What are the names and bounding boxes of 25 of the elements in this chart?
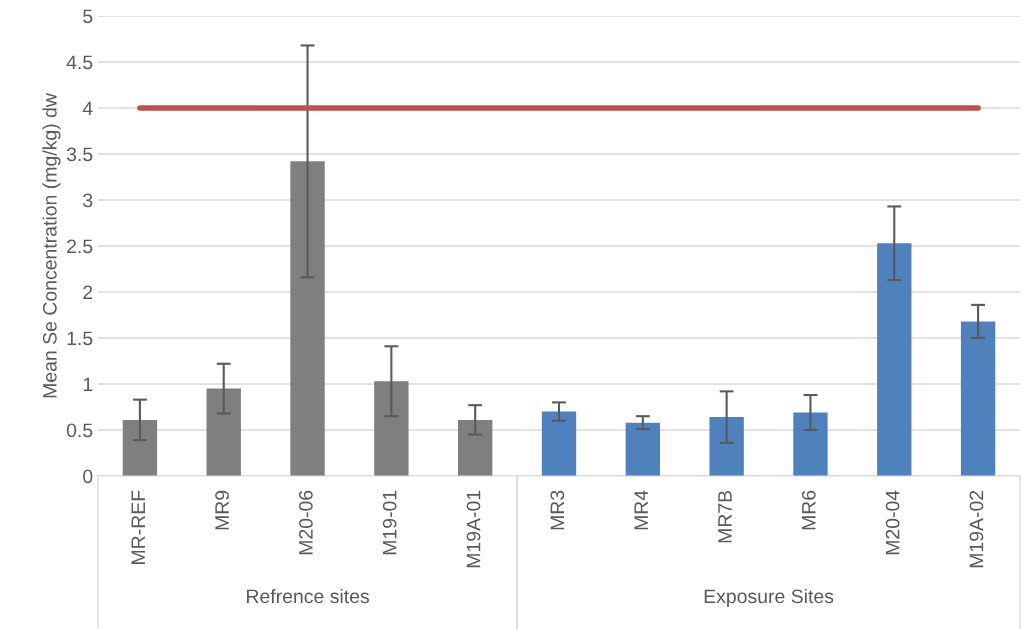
y-tick-label: 0 [83, 469, 93, 484]
y-tick-label: 4.5 [66, 55, 93, 70]
x-tick-label: M19A-01 [466, 490, 481, 568]
y-tick-label: 1.5 [67, 331, 93, 346]
x-tick-label: MR-REF [131, 490, 145, 564]
x-tick-label: M20-06 [299, 490, 313, 555]
x-tick-label: MR4 [634, 490, 648, 530]
y-axis-title: Mean Se Concentration (mg/kg) dw [42, 93, 61, 398]
y-tick-label: 2 [83, 285, 93, 300]
text: Refrence sites [247, 588, 369, 604]
y-tick-label: 2.5 [67, 239, 93, 254]
y-tick-label: 5 [83, 9, 93, 24]
x-tick-label: M20-04 [885, 490, 900, 555]
y-tick-label: 1 [83, 377, 93, 392]
y-tick-label: 3.5 [66, 147, 93, 162]
y-tick-label: 3 [83, 193, 93, 208]
x-tick-label: MR7B [718, 490, 732, 543]
y-tick-label: 0.5 [66, 423, 93, 438]
text: Exposure Sites [704, 588, 834, 608]
x-tick-label: M19-01 [382, 490, 397, 555]
x-tick-label: M19A-02 [969, 490, 984, 568]
x-tick-label: MR3 [550, 490, 565, 530]
x-tick-label: MR9 [215, 490, 229, 530]
y-tick-label: 4 [82, 101, 93, 116]
x-tick-label: MR6 [801, 490, 816, 530]
